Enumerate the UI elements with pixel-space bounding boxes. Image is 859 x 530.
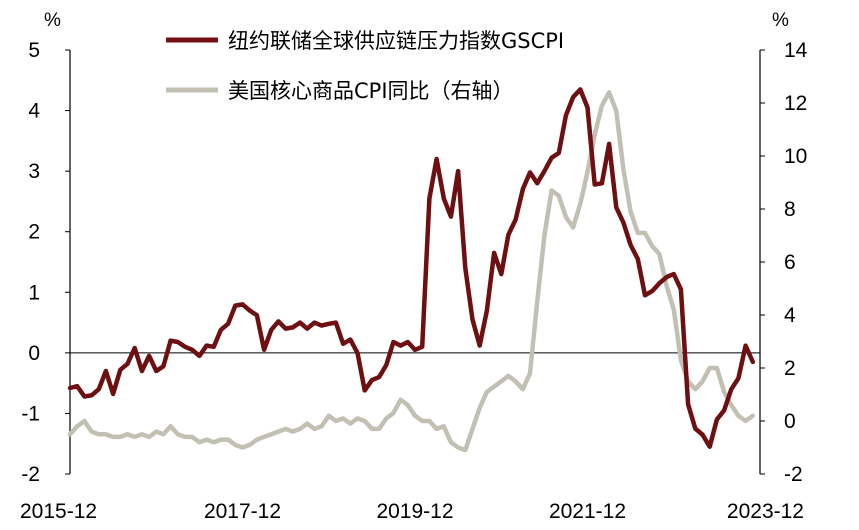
- right-tick-label: -2: [784, 463, 803, 486]
- left-tick-label: 0: [28, 342, 40, 365]
- left-tick-label: 5: [28, 39, 40, 62]
- left-tick-label: -1: [21, 402, 40, 425]
- right-axis-ticks: -2 0 2 4 6 8 10 12 14: [760, 39, 808, 486]
- x-tick-label: 2023-12: [727, 500, 804, 523]
- x-tick-label: 2019-12: [376, 500, 453, 523]
- right-tick-label: 10: [784, 145, 807, 168]
- right-tick-label: 2: [784, 357, 796, 380]
- left-tick-label: 3: [28, 160, 40, 183]
- right-axis-unit: %: [772, 10, 789, 31]
- left-axis-unit: %: [44, 10, 61, 31]
- right-tick-label: 4: [784, 304, 796, 327]
- left-tick-label: 2: [28, 221, 40, 244]
- series-line-core-goods-cpi: [67, 90, 756, 453]
- axes: % %: [44, 10, 789, 474]
- legend-item-gscpi: 纽约联储全球供应链压力指数GSCPI: [166, 29, 564, 53]
- right-tick-label: 6: [784, 251, 796, 274]
- right-tick-label: 12: [784, 92, 807, 115]
- series-layer: [67, 87, 756, 453]
- legend-item-core-goods-cpi: 美国核心商品CPI同比（右轴）: [166, 79, 514, 103]
- x-tick-label: 2021-12: [549, 500, 626, 523]
- left-axis-ticks: -2 -1 0 1 2 3 4 5: [21, 39, 70, 486]
- right-tick-label: 8: [784, 198, 796, 221]
- series-line-gscpi: [67, 87, 756, 449]
- legend-label-gscpi: 纽约联储全球供应链压力指数GSCPI: [228, 29, 564, 53]
- legend-label-core-goods-cpi: 美国核心商品CPI同比（右轴）: [228, 79, 514, 103]
- right-tick-label: 14: [784, 39, 808, 62]
- x-axis-ticks: 2015-12 2017-12 2019-12 2021-12 2023-12: [20, 500, 804, 523]
- left-tick-label: 1: [28, 281, 40, 304]
- x-tick-label: 2015-12: [20, 500, 97, 523]
- left-tick-label: 4: [28, 100, 40, 123]
- right-tick-label: 0: [784, 410, 796, 433]
- x-tick-label: 2017-12: [204, 500, 281, 523]
- left-tick-label: -2: [21, 463, 40, 486]
- legend: 纽约联储全球供应链压力指数GSCPI 美国核心商品CPI同比（右轴）: [166, 29, 564, 103]
